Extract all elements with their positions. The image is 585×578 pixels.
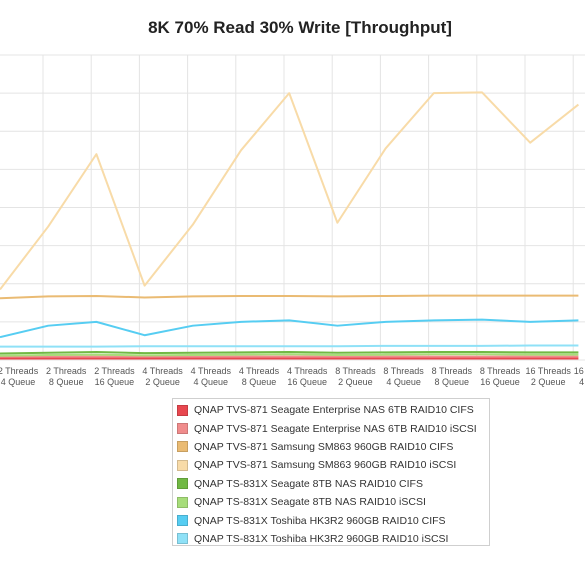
series-line-6 (0, 318, 579, 339)
x-tick-label: 8 Threads 4 Queue (383, 366, 424, 387)
legend-item[interactable]: QNAP TS-831X Seagate 8TB NAS RAID10 CIFS (177, 475, 489, 493)
x-tick-label: 8 Threads 16 Queue (480, 366, 521, 387)
x-tick-label: 2 Threads 8 Queue (46, 366, 87, 387)
series-line-2 (0, 294, 579, 300)
x-tick-label: 4 Threads 16 Queue (287, 366, 328, 387)
legend-swatch (177, 496, 188, 508)
legend-item[interactable]: QNAP TVS-871 Seagate Enterprise NAS 6TB … (177, 419, 489, 437)
series-line-7 (0, 344, 579, 348)
x-axis-ticks: 2 Threads 4 Queue 2 Threads 8 Queue 2 Thread… (0, 366, 585, 387)
x-tick-label: 16 Threads 2 Queue (526, 366, 572, 387)
legend-label: QNAP TS-831X Toshiba HK3R2 960GB RAID10 … (194, 532, 449, 545)
x-tick-label: 4 Threads 8 Queue (239, 366, 280, 387)
x-tick-label: 8 Threads 2 Queue (335, 366, 376, 387)
legend-item[interactable]: QNAP TS-831X Toshiba HK3R2 960GB RAID10 … (177, 530, 489, 548)
x-tick-label: 4 Threads 2 Queue (142, 366, 183, 387)
x-tick-label: 2 Threads 4 Queue (0, 366, 39, 387)
legend-swatch (177, 533, 188, 545)
legend-label: QNAP TS-831X Toshiba HK3R2 960GB RAID10 … (194, 514, 446, 527)
legend-swatch (177, 441, 188, 453)
x-tick-label: 8 Threads 8 Queue (432, 366, 473, 387)
legend-label: QNAP TVS-871 Seagate Enterprise NAS 6TB … (194, 422, 477, 435)
x-tick-label: 2 Threads 16 Queue (94, 366, 135, 387)
x-tick-label: 4 Threads 4 Queue (191, 366, 232, 387)
legend-swatch (177, 515, 188, 527)
series-line-3 (0, 91, 580, 291)
legend-label: QNAP TVS-871 Samsung SM863 960GB RAID10 … (194, 459, 457, 472)
legend-item[interactable]: QNAP TS-831X Toshiba HK3R2 960GB RAID10 … (177, 511, 489, 529)
legend-label: QNAP TS-831X Seagate 8TB NAS RAID10 CIFS (194, 477, 423, 490)
legend-label: QNAP TVS-871 Seagate Enterprise NAS 6TB … (194, 404, 474, 417)
chart-legend: QNAP TVS-871 Seagate Enterprise NAS 6TB … (172, 398, 490, 546)
series-line-4 (0, 350, 579, 355)
legend-swatch (177, 459, 188, 471)
gridlines (0, 54, 585, 361)
series-line-5 (0, 353, 579, 357)
line-chart: 2 Threads 4 Queue 2 Threads 8 Queue 2 Thread… (0, 54, 585, 387)
legend-swatch (177, 478, 188, 490)
legend-item[interactable]: QNAP TVS-871 Seagate Enterprise NAS 6TB … (177, 401, 489, 419)
series-lines (0, 91, 580, 360)
chart-title: 8K 70% Read 30% Write [Throughput] (148, 18, 452, 37)
legend-item[interactable]: QNAP TS-831X Seagate 8TB NAS RAID10 iSCS… (177, 493, 489, 511)
legend-label: QNAP TS-831X Seagate 8TB NAS RAID10 iSCS… (194, 496, 426, 509)
legend-label: QNAP TVS-871 Samsung SM863 960GB RAID10 … (194, 440, 454, 453)
legend-item[interactable]: QNAP TVS-871 Samsung SM863 960GB RAID10 … (177, 438, 489, 456)
legend-swatch (177, 423, 188, 435)
legend-item[interactable]: QNAP TVS-871 Samsung SM863 960GB RAID10 … (177, 456, 489, 474)
legend-swatch (177, 404, 188, 416)
